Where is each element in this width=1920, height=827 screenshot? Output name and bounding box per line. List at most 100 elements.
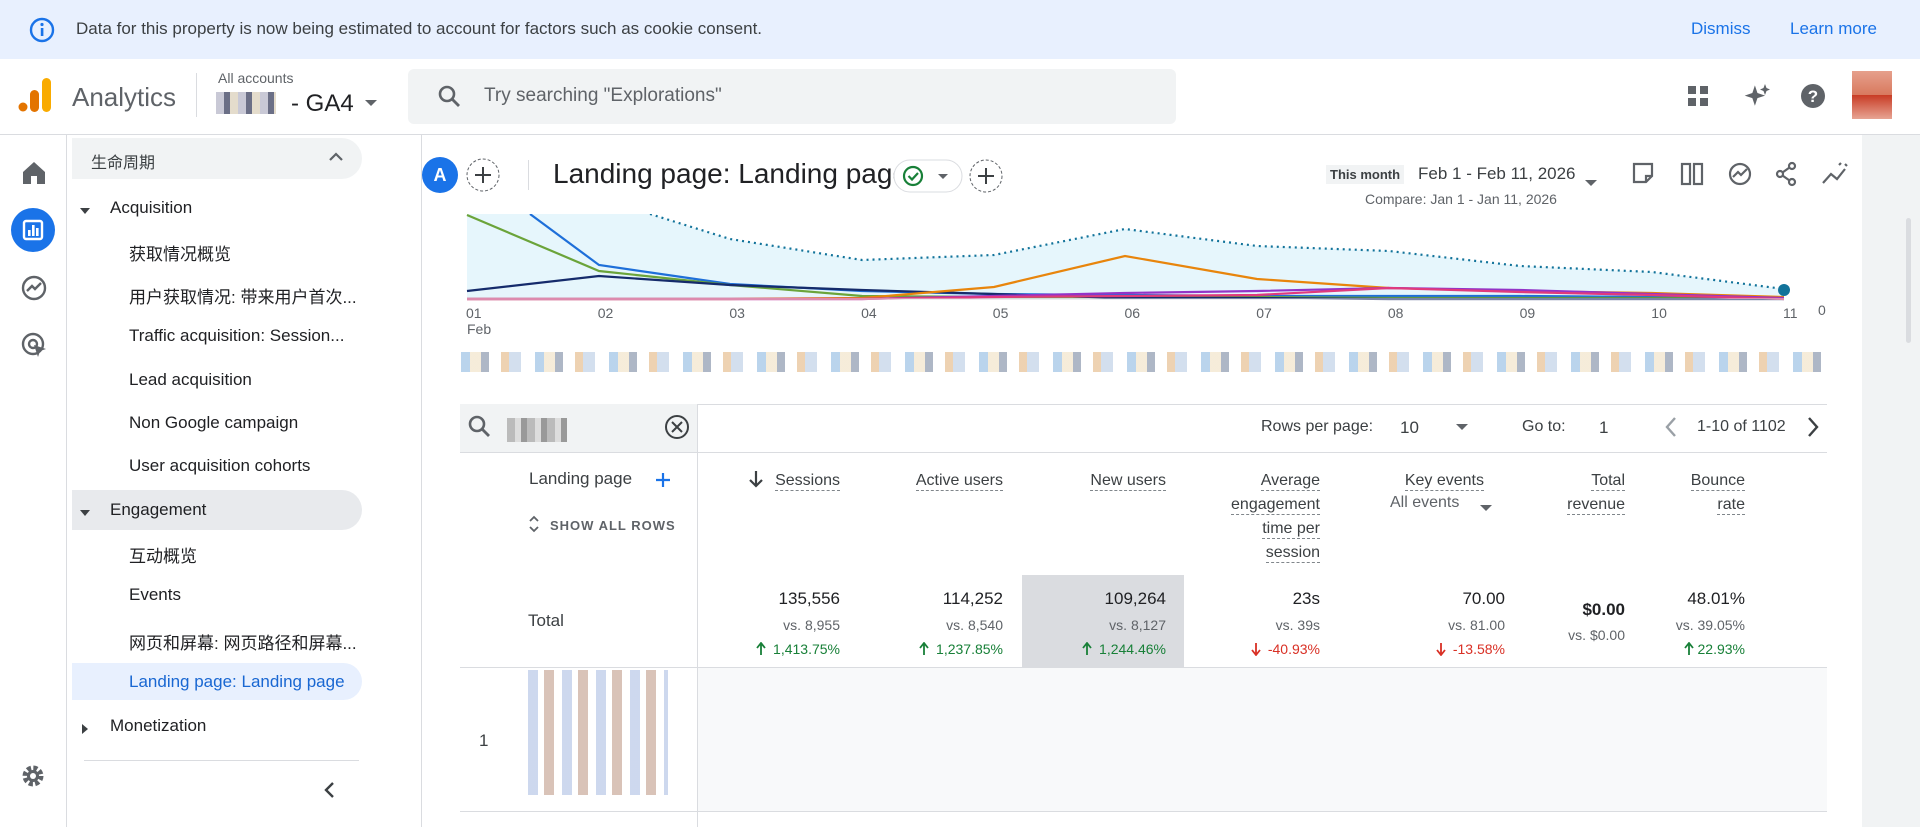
nav-group[interactable]: Monetization — [110, 716, 207, 735]
property-name[interactable]: - GA4 — [291, 90, 354, 117]
home-icon[interactable] — [20, 160, 48, 186]
change-arrow — [1436, 642, 1447, 661]
nav-item[interactable]: 获取情况概览 — [129, 245, 231, 264]
prev-page[interactable] — [1664, 416, 1678, 438]
sort-arrow — [748, 469, 764, 494]
redacted — [216, 92, 276, 114]
x-tick-label: 01 — [466, 305, 482, 321]
total-compare: vs. 39s — [1275, 617, 1320, 633]
next-page[interactable] — [1806, 416, 1820, 438]
x-tick-label: 07 — [1256, 305, 1272, 321]
column-header[interactable]: Sessions — [640, 469, 840, 493]
nav-item[interactable]: User acquisition cohorts — [129, 456, 311, 475]
clear-search[interactable] — [664, 414, 690, 440]
collapse-nav[interactable] — [322, 781, 336, 799]
date-caret[interactable] — [1585, 180, 1597, 188]
redacted-query — [507, 418, 567, 442]
nav-group[interactable]: Acquisition — [110, 198, 193, 217]
redacted-legend — [461, 352, 1829, 372]
insights-icon[interactable] — [1743, 82, 1771, 110]
nav-item[interactable]: Non Google campaign — [129, 412, 299, 432]
nav-section: 生命周期 — [91, 155, 156, 172]
help-icon[interactable]: ? — [1800, 83, 1826, 109]
date-range[interactable]: Feb 1 - Feb 11, 2026 — [1418, 164, 1576, 183]
table-search[interactable] — [460, 404, 697, 452]
x-tick-label: 05 — [992, 305, 1009, 321]
change-arrow — [1684, 641, 1694, 661]
total-label: Total — [528, 611, 564, 630]
rows-per-page[interactable]: 10 — [1400, 418, 1419, 437]
report-status[interactable] — [893, 159, 963, 193]
account-avatar[interactable] — [1852, 71, 1892, 119]
nav-item-selected — [72, 662, 362, 700]
settings-icon[interactable] — [20, 763, 46, 789]
search-icon — [438, 85, 460, 107]
divider — [528, 160, 529, 190]
goto-label: Go to: — [1522, 418, 1566, 435]
analytics-logo — [18, 78, 51, 112]
column-name: Key events — [1404, 472, 1484, 491]
row-cells — [698, 668, 1827, 811]
nav-item[interactable]: 互动概览 — [129, 547, 197, 567]
nav-item[interactable]: Landing page: Landing page — [129, 671, 345, 691]
x-tick-label: 03 — [729, 305, 745, 321]
total-change: 1,244.46% — [1099, 641, 1166, 657]
total-compare: vs. 8,127 — [1109, 617, 1166, 633]
nav-item[interactable]: Events — [129, 585, 181, 605]
pagination: 1-10 of 1102 — [1697, 418, 1786, 435]
column-header[interactable]: Average engagement time per session — [1208, 469, 1320, 565]
nav-group[interactable]: Engagement — [110, 500, 207, 520]
column-subheader[interactable]: All events — [1390, 494, 1460, 511]
dismiss[interactable]: Dismiss — [1691, 19, 1751, 38]
collapse-icon — [329, 152, 343, 161]
x-tick-label: 02 — [597, 305, 614, 321]
column-header[interactable]: Total revenue — [1555, 469, 1625, 517]
goto-page[interactable]: 1 — [1599, 418, 1609, 437]
column-name: Bounce rate — [1690, 472, 1745, 515]
nav-item[interactable]: 网页和屏幕: 网页路径和屏幕... — [129, 633, 357, 653]
change-arrow — [919, 641, 929, 661]
column-header[interactable]: Key events — [1284, 469, 1484, 493]
date-label: This month — [1326, 165, 1405, 184]
scrollbar — [1906, 218, 1911, 343]
nav-section-header[interactable] — [72, 138, 362, 179]
x-tick-label: 09 — [1519, 305, 1536, 321]
report-title: Landing page: Landing page — [553, 158, 909, 189]
add-comparison[interactable] — [465, 157, 501, 193]
table-top-border — [460, 404, 1827, 405]
total-compare: vs. 81.00 — [1448, 617, 1505, 633]
nav-item[interactable]: Lead acquisition — [129, 369, 252, 389]
expand-arrow — [80, 505, 90, 523]
comparison-avatar[interactable]: A — [422, 157, 458, 193]
row-border — [460, 667, 1827, 668]
search-placeholder: Try searching "Explorations" — [484, 85, 722, 106]
product-name: Analytics — [72, 82, 177, 112]
column-header[interactable]: Bounce rate — [1675, 469, 1745, 517]
nav-item[interactable]: 用户获取情况: 带来用户首次... — [129, 288, 357, 308]
change-arrow — [756, 641, 766, 661]
svg-text:?: ? — [1808, 87, 1818, 106]
account-path[interactable]: All accounts — [218, 70, 294, 86]
change-arrow — [1082, 641, 1092, 661]
nav-item[interactable]: Traffic acquisition: Session... — [129, 326, 345, 346]
search-box[interactable] — [408, 69, 1176, 124]
explore-icon[interactable] — [20, 274, 48, 302]
show-all-rows[interactable]: SHOW ALL ROWS — [550, 518, 676, 533]
reports-icon[interactable] — [11, 208, 55, 252]
advertising-icon[interactable] — [20, 331, 48, 359]
column-header[interactable]: New users — [966, 469, 1166, 493]
caret — [365, 100, 377, 106]
divider — [196, 73, 197, 117]
column-header[interactable]: Active users — [803, 469, 1003, 493]
apps-icon[interactable] — [1686, 84, 1710, 108]
report-actions[interactable] — [1631, 161, 1871, 189]
add-filter[interactable] — [968, 158, 1004, 194]
search-icon — [468, 415, 490, 437]
learn-more[interactable]: Learn more — [1790, 19, 1877, 38]
x-sublabel: Feb — [467, 321, 492, 337]
change-arrow — [1251, 642, 1262, 661]
add-dimension[interactable] — [654, 471, 672, 489]
dimension-header: Landing page — [529, 469, 633, 488]
x-tick-label: 06 — [1124, 305, 1141, 321]
